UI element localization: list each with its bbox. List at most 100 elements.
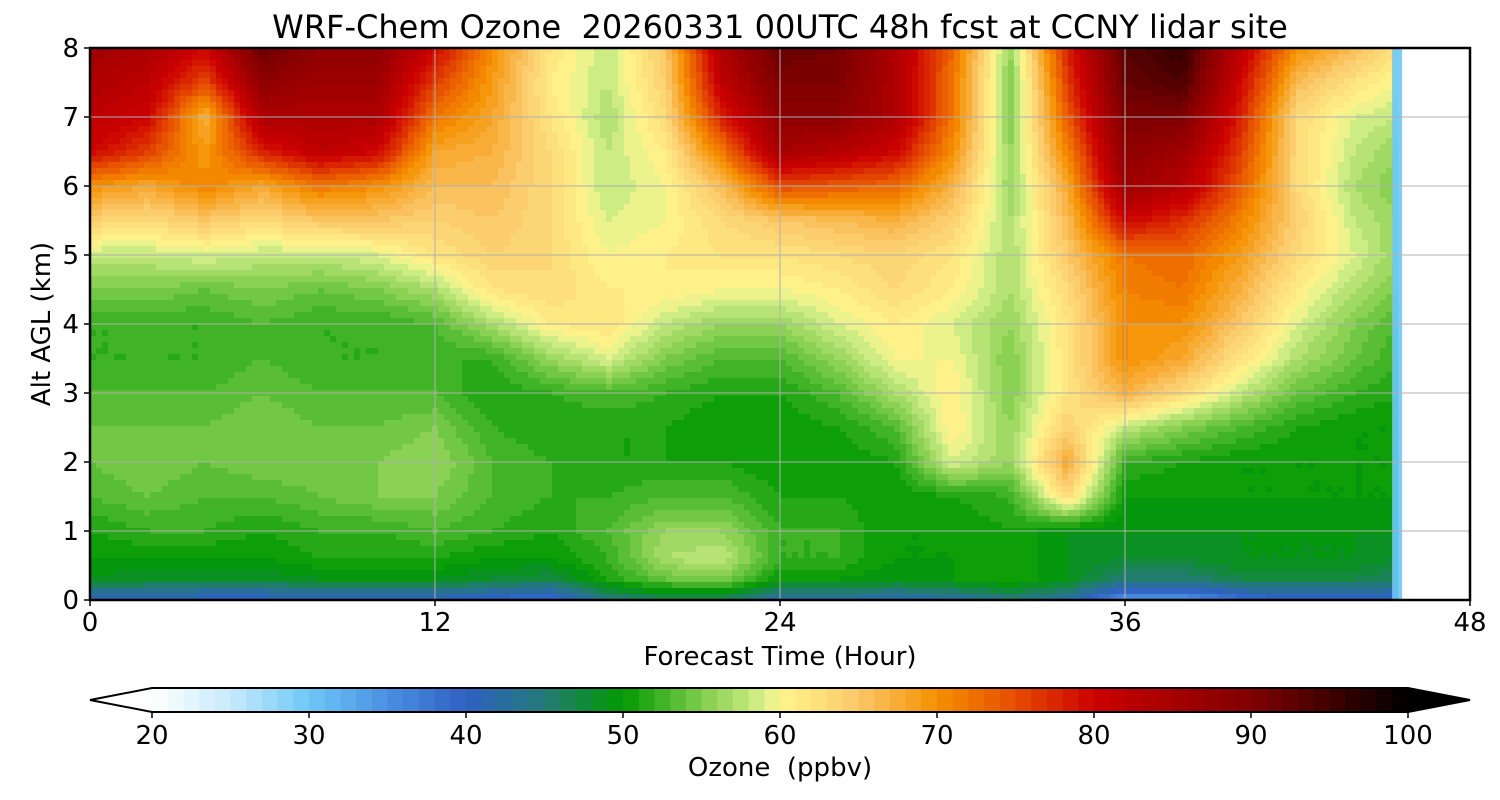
heatmap-cell (708, 54, 715, 61)
heatmap-cell (726, 54, 733, 61)
heatmap-cell (1104, 54, 1111, 61)
heatmap-cell (540, 144, 547, 151)
heatmap-cell (1164, 90, 1171, 97)
heatmap-cell (222, 162, 229, 169)
heatmap-cell (1188, 96, 1195, 103)
heatmap-cell (744, 96, 751, 103)
heatmap-cell (468, 66, 475, 73)
heatmap-cell (816, 66, 823, 73)
heatmap-cell (174, 150, 181, 157)
heatmap-cell (948, 156, 955, 163)
heatmap-cell (306, 132, 313, 139)
heatmap-cell (1374, 162, 1381, 169)
heatmap-cell (132, 90, 139, 97)
heatmap-cell (876, 96, 883, 103)
heatmap-cell (948, 78, 955, 85)
heatmap-cell (186, 54, 193, 61)
heatmap-cell (204, 150, 211, 157)
heatmap-cell (294, 60, 301, 67)
heatmap-cell (708, 126, 715, 133)
heatmap-cell (276, 48, 283, 55)
heatmap-cell (204, 96, 211, 103)
heatmap-cell (600, 168, 607, 175)
heatmap-cell (402, 180, 409, 187)
heatmap-cell (852, 156, 859, 163)
heatmap-cell (138, 180, 145, 187)
heatmap-cell (714, 126, 721, 133)
heatmap-cell (126, 180, 133, 187)
heatmap-cell (666, 138, 673, 145)
heatmap-cell (216, 54, 223, 61)
heatmap-cell (936, 78, 943, 85)
heatmap-cell (636, 90, 643, 97)
heatmap-cell (828, 102, 835, 109)
heatmap-cell (804, 120, 811, 127)
heatmap-cell (120, 90, 127, 97)
heatmap-cell (858, 132, 865, 139)
heatmap-cell (942, 72, 949, 79)
heatmap-cell (1086, 90, 1093, 97)
heatmap-cell (642, 54, 649, 61)
heatmap-cell (984, 126, 991, 133)
heatmap-cell (492, 66, 499, 73)
heatmap-cell (312, 126, 319, 133)
heatmap-cell (642, 78, 649, 85)
heatmap-cell (636, 54, 643, 61)
heatmap-cell (606, 126, 613, 133)
heatmap-cell (1386, 144, 1393, 151)
heatmap-cell (564, 126, 571, 133)
heatmap-cell (1098, 54, 1105, 61)
heatmap-cell (594, 72, 601, 79)
heatmap-cell (942, 108, 949, 115)
heatmap-cell (252, 66, 259, 73)
heatmap-cell (948, 54, 955, 61)
heatmap-cell (1140, 126, 1147, 133)
heatmap-cell (1386, 54, 1393, 61)
heatmap-cell (1380, 96, 1387, 103)
heatmap-cell (558, 66, 565, 73)
heatmap-cell (1170, 78, 1177, 85)
heatmap-cell (138, 144, 145, 151)
heatmap-cell (330, 162, 337, 169)
heatmap-cell (672, 150, 679, 157)
heatmap-cell (1356, 90, 1363, 97)
heatmap-cell (834, 84, 841, 91)
heatmap-cell (702, 150, 709, 157)
heatmap-cell (324, 78, 331, 85)
heatmap-cell (396, 66, 403, 73)
heatmap-cell (978, 108, 985, 115)
heatmap-cell (132, 54, 139, 61)
heatmap-cell (966, 162, 973, 169)
heatmap-cell (1386, 108, 1393, 115)
heatmap-cell (852, 174, 859, 181)
heatmap-cell (684, 120, 691, 127)
heatmap-cell (210, 96, 217, 103)
heatmap-cell (462, 66, 469, 73)
heatmap-cell (600, 144, 607, 151)
heatmap-cell (804, 90, 811, 97)
heatmap-cell (948, 180, 955, 187)
heatmap-cell (1350, 126, 1357, 133)
heatmap-cell (366, 60, 373, 67)
heatmap-cell (780, 90, 787, 97)
heatmap-cell (762, 120, 769, 127)
heatmap-cell (876, 120, 883, 127)
heatmap-cell (954, 78, 961, 85)
heatmap-cell (834, 174, 841, 181)
heatmap-cell (1362, 66, 1369, 73)
heatmap-cell (420, 78, 427, 85)
heatmap-cell (1164, 126, 1171, 133)
heatmap-cell (390, 66, 397, 73)
heatmap-cell (126, 168, 133, 175)
heatmap-cell (900, 54, 907, 61)
heatmap-cell (660, 72, 667, 79)
heatmap-cell (258, 102, 265, 109)
heatmap-cell (492, 120, 499, 127)
heatmap-cell (336, 174, 343, 181)
heatmap-cell (804, 138, 811, 145)
heatmap-cell (1248, 150, 1255, 157)
heatmap-cell (612, 132, 619, 139)
heatmap-cell (1092, 102, 1099, 109)
heatmap-cell (1260, 132, 1267, 139)
heatmap-cell (1320, 72, 1327, 79)
